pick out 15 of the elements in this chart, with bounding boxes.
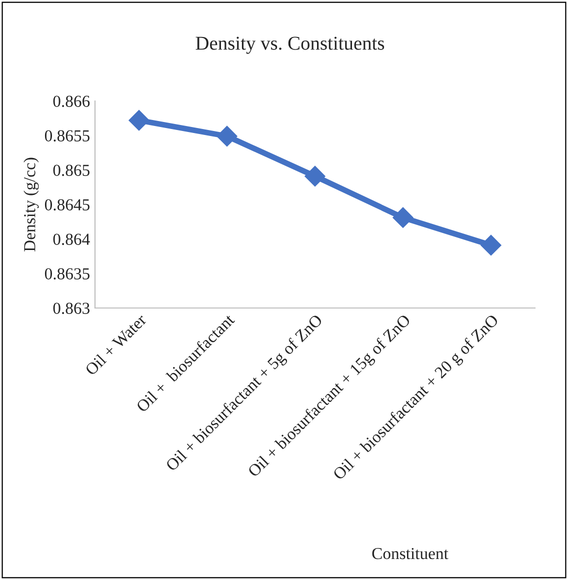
point <box>216 126 238 147</box>
y-tick-label: 0.865 <box>53 164 90 176</box>
y-tick-label: 0.866 <box>53 96 90 108</box>
point <box>392 207 414 228</box>
point <box>480 234 502 256</box>
y-tick-label: 0.8655 <box>44 130 90 142</box>
y-tick-label: 0.8635 <box>44 268 90 280</box>
point <box>128 110 150 131</box>
y-tick-label: 0.8645 <box>44 199 90 211</box>
y-tick-label: 0.863 <box>53 302 90 314</box>
point <box>304 166 326 187</box>
chart-title: Density vs. Constituents <box>196 36 384 54</box>
x-axis-title: Constituent <box>372 548 448 560</box>
y-tick-label: 0.864 <box>53 234 90 246</box>
y-axis-title: Density (g/cc) <box>24 158 39 252</box>
